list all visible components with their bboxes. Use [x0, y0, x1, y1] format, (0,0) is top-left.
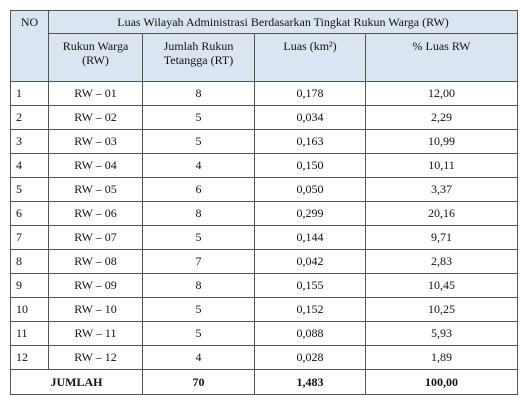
rw-area-table: NO Luas Wilayah Administrasi Berdasarkan… — [10, 10, 519, 395]
col-header-rukun-warga-line1: Rukun Warga — [62, 39, 129, 53]
total-rt: 70 — [142, 369, 255, 395]
cell-no: 3 — [10, 129, 49, 154]
cell-rt: 4 — [142, 153, 255, 178]
cell-luas: 0,088 — [254, 321, 366, 346]
cell-pct: 2,29 — [364, 105, 519, 130]
cell-rt: 5 — [142, 129, 255, 154]
cell-rw: RW – 07 — [48, 225, 143, 250]
cell-rw: RW – 01 — [48, 81, 143, 106]
table-row: 9 RW – 09 8 0,155 10,45 — [10, 273, 519, 298]
cell-pct: 10,25 — [364, 297, 519, 322]
cell-rt: 8 — [142, 273, 255, 298]
cell-luas: 0,042 — [254, 249, 366, 274]
col-header-rukun-warga: Rukun Warga (RW) — [48, 33, 143, 82]
cell-pct: 10,11 — [364, 153, 519, 178]
cell-no: 11 — [10, 321, 49, 346]
table-row: 1 RW – 01 8 0,178 12,00 — [10, 81, 519, 106]
col-header-jumlah-rt-line2: Tetangga (RT) — [163, 53, 234, 67]
cell-no: 10 — [10, 297, 49, 322]
table-row: 11 RW – 11 5 0,088 5,93 — [10, 321, 519, 346]
cell-no: 12 — [10, 345, 49, 370]
cell-rt: 5 — [142, 297, 255, 322]
cell-no: 5 — [10, 177, 49, 202]
cell-rt: 4 — [142, 345, 255, 370]
cell-pct: 5,93 — [364, 321, 519, 346]
cell-no: 6 — [10, 201, 49, 226]
cell-luas: 0,163 — [254, 129, 366, 154]
cell-luas: 0,152 — [254, 297, 366, 322]
table-row: 6 RW – 06 8 0,299 20,16 — [10, 201, 519, 226]
table-row: 10 RW – 10 5 0,152 10,25 — [10, 297, 519, 322]
cell-rw: RW – 04 — [48, 153, 143, 178]
cell-rw: RW – 02 — [48, 105, 143, 130]
cell-pct: 20,16 — [364, 201, 519, 226]
col-header-jumlah-rt-line1: Jumlah Rukun — [163, 39, 234, 53]
col-header-rukun-warga-line2: (RW) — [82, 53, 109, 67]
col-header-no: NO — [10, 10, 49, 82]
cell-no: 2 — [10, 105, 49, 130]
header-row-1: NO Luas Wilayah Administrasi Berdasarkan… — [10, 10, 519, 82]
cell-rw: RW – 09 — [48, 273, 143, 298]
cell-rt: 7 — [142, 249, 255, 274]
cell-rt: 8 — [142, 201, 255, 226]
cell-no: 4 — [10, 153, 49, 178]
cell-rw: RW – 10 — [48, 297, 143, 322]
cell-pct: 3,37 — [364, 177, 519, 202]
cell-rw: RW – 08 — [48, 249, 143, 274]
cell-pct: 12,00 — [364, 81, 519, 106]
cell-luas: 0,299 — [254, 201, 366, 226]
cell-rt: 6 — [142, 177, 255, 202]
cell-rw: RW – 03 — [48, 129, 143, 154]
total-luas: 1,483 — [254, 369, 366, 395]
cell-luas: 0,034 — [254, 105, 366, 130]
table-row: 5 RW – 05 6 0,050 3,37 — [10, 177, 519, 202]
cell-luas: 0,155 — [254, 273, 366, 298]
col-header-jumlah-rt: Jumlah Rukun Tetangga (RT) — [142, 33, 255, 82]
cell-rw: RW – 11 — [48, 321, 143, 346]
cell-luas: 0,028 — [254, 345, 366, 370]
cell-pct: 1,89 — [364, 345, 519, 370]
total-label: JUMLAH — [10, 369, 143, 395]
cell-luas: 0,050 — [254, 177, 366, 202]
table-row: 12 RW – 12 4 0,028 1,89 — [10, 345, 519, 370]
col-header-pct-luas: % Luas RW — [364, 33, 519, 82]
cell-no: 8 — [10, 249, 49, 274]
header-row-2: Rukun Warga (RW) Jumlah Rukun Tetangga (RT… — [11, 33, 519, 82]
cell-pct: 10,99 — [364, 129, 519, 154]
table-body: 1 RW – 01 8 0,178 12,00 2 RW – 02 5 0,034 2,29 3… — [10, 81, 519, 395]
table-row: 7 RW – 07 5 0,144 9,71 — [10, 225, 519, 250]
cell-pct: 2,83 — [364, 249, 519, 274]
cell-rt: 8 — [142, 81, 255, 106]
total-row: JUMLAH 70 1,483 100,00 — [10, 369, 519, 395]
cell-pct: 10,45 — [364, 273, 519, 298]
cell-pct: 9,71 — [364, 225, 519, 250]
cell-rw: RW – 12 — [48, 345, 143, 370]
table-row: 4 RW – 04 4 0,150 10,11 — [10, 153, 519, 178]
cell-rw: RW – 06 — [48, 201, 143, 226]
cell-luas: 0,150 — [254, 153, 366, 178]
table-row: 2 RW – 02 5 0,034 2,29 — [10, 105, 519, 130]
table-group-title: Luas Wilayah Administrasi Berdasarkan Ti… — [47, 10, 519, 34]
table-row: 8 RW – 08 7 0,042 2,83 — [10, 249, 519, 274]
cell-no: 7 — [10, 225, 49, 250]
table-row: 3 RW – 03 5 0,163 10,99 — [10, 129, 519, 154]
cell-luas: 0,144 — [254, 225, 366, 250]
col-header-luas: Luas (km²) — [254, 33, 366, 82]
cell-rw: RW – 05 — [48, 177, 143, 202]
cell-no: 1 — [10, 81, 49, 106]
total-pct: 100,00 — [364, 369, 519, 395]
cell-no: 9 — [10, 273, 49, 298]
cell-rt: 5 — [142, 225, 255, 250]
cell-rt: 5 — [142, 105, 255, 130]
cell-luas: 0,178 — [254, 81, 366, 106]
cell-rt: 5 — [142, 321, 255, 346]
